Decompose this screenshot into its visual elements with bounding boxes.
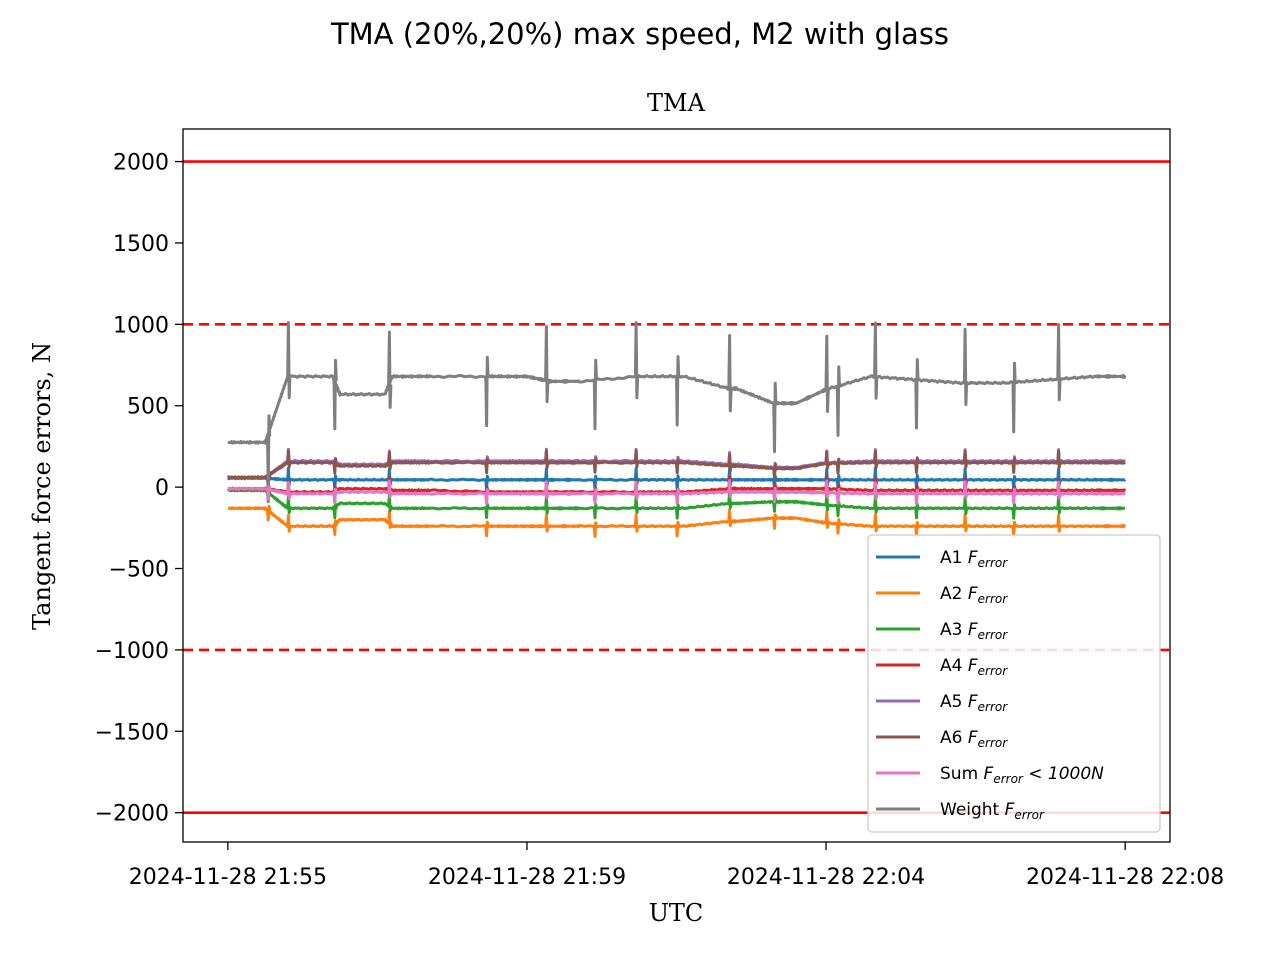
x-tick-label: 2024-11-28 21:55: [129, 865, 327, 890]
x-tick-label: 2024-11-28 22:04: [727, 865, 925, 890]
y-tick-label: −1000: [95, 639, 169, 664]
series-line-a1: [227, 466, 1127, 492]
y-tick-label: 1500: [113, 232, 169, 257]
series-line-a2: [227, 504, 1127, 538]
series-line-sum: [227, 479, 1126, 506]
legend-label-sum: Sum Ferror < 1000N: [940, 764, 1104, 786]
y-tick-label: 1000: [113, 313, 169, 338]
series-line-a3: [226, 486, 1126, 520]
series-layer: [226, 321, 1127, 538]
plot-frame: [182, 128, 1171, 843]
legend-label-a1: A1 Ferror: [940, 548, 1008, 570]
legend-label-a3: A3 Ferror: [940, 620, 1008, 642]
x-tick-label: 2024-11-28 21:59: [428, 865, 626, 890]
chart-suptitle: TMA (20%,20%) max speed, M2 with glass: [330, 17, 949, 51]
y-tick-label: −2000: [95, 802, 169, 827]
y-axis-label: Tangent force errors, N: [28, 342, 56, 630]
series-line-a6: [227, 449, 1126, 488]
legend-box: [867, 534, 1161, 833]
y-tick-label: −500: [109, 558, 169, 583]
legend-label-a6: A6 Ferror: [940, 728, 1008, 750]
legend-label-a5: A5 Ferror: [940, 692, 1008, 714]
chart-title: TMA: [647, 89, 706, 117]
y-tick-label: 2000: [113, 151, 169, 176]
ticks: 2000 1500 1000 500 0 −500 −1000 −1500 −2000 2024-…: [95, 151, 1225, 890]
legend-label-a2: A2 Ferror: [940, 584, 1008, 606]
x-tick-label: 2024-11-28 22:08: [1026, 865, 1224, 890]
x-axis-label: UTC: [649, 899, 704, 927]
series-line-weight: [227, 321, 1127, 486]
y-tick-label: 0: [155, 476, 169, 501]
y-tick-label: −1500: [95, 720, 169, 745]
series-line-a4: [227, 475, 1127, 504]
legend: A1 Ferror A2 Ferror A3 Ferror A4 Ferror A5 F…: [867, 534, 1161, 833]
legend-label-a4: A4 Ferror: [940, 656, 1008, 678]
y-tick-label: 500: [127, 395, 169, 420]
legend-label-weight: Weight Ferror: [940, 800, 1045, 822]
